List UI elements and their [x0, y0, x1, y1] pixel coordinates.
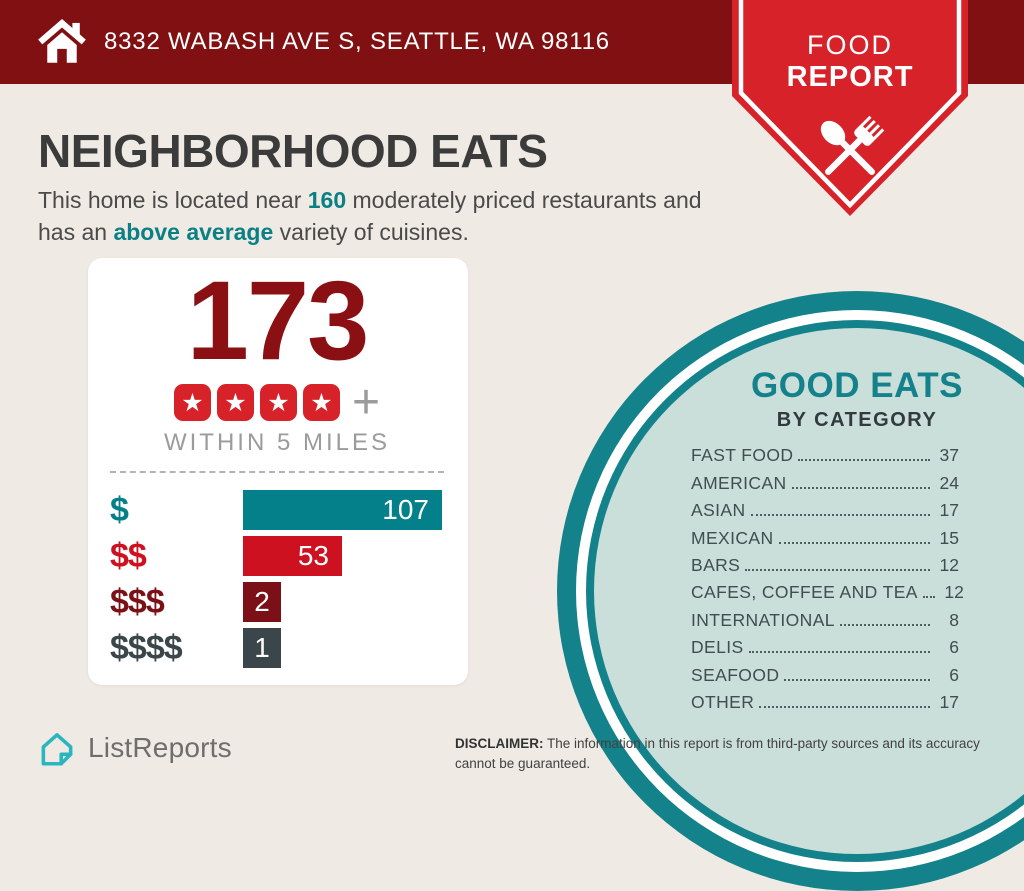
price-bar-chart: $107 $$ 53 $$$ 2 $$$$ 1	[110, 490, 444, 669]
good-eats-circle-interior	[594, 328, 1024, 854]
price-tier-row: $$$$ 1	[110, 628, 444, 669]
category-label: BARS	[691, 554, 741, 575]
total-restaurants-count: 173	[186, 258, 370, 383]
category-value: 15	[939, 527, 959, 548]
intro-text: This home is located near 160 moderately…	[38, 185, 702, 248]
category-value: 17	[939, 691, 959, 712]
category-row: FAST FOOD 37	[691, 442, 959, 469]
category-value: 12	[944, 582, 964, 603]
dotted-leader	[748, 651, 930, 654]
category-row: BARS 12	[691, 552, 959, 579]
bar-fill: 53	[243, 536, 342, 577]
bar-value: 53	[297, 540, 329, 572]
disclaimer-label: DISCLAIMER:	[455, 736, 544, 751]
price-tier-row: $$ 53	[110, 536, 444, 577]
star-icon: ★	[173, 384, 211, 422]
restaurant-count: 160	[307, 187, 347, 213]
disclaimer-body: The information in this report is from t…	[455, 736, 980, 771]
ribbon-line2: REPORT	[787, 61, 914, 93]
category-label: SEAFOOD	[691, 664, 780, 685]
good-eats-title: GOOD EATS	[751, 366, 963, 405]
category-value: 37	[939, 445, 959, 466]
category-label: FAST FOOD	[691, 445, 794, 466]
spoon-fork-icon	[820, 115, 885, 175]
ribbon-line1: FOOD	[807, 30, 893, 60]
category-row: ASIAN 17	[691, 497, 959, 524]
intro-line1-pre: This home is located near	[38, 187, 308, 213]
star-icon: ★	[216, 384, 254, 422]
category-label: DELIS	[691, 637, 744, 658]
intro-line2-pre: has an	[38, 218, 114, 245]
dotted-leader	[778, 541, 930, 544]
price-tier-row: $$$ 2	[110, 582, 444, 623]
price-tier-label: $$$	[110, 582, 165, 621]
category-row: INTERNATIONAL 8	[691, 606, 959, 633]
bar-track: 107	[243, 490, 444, 531]
category-list: FAST FOOD 37 AMERICAN 24 ASIAN 17 MEXICAN 15 BAR…	[691, 442, 964, 716]
home-icon	[38, 19, 86, 63]
bar-fill: 1	[243, 628, 281, 669]
category-row: OTHER 17	[691, 689, 959, 716]
listreports-logo-icon	[41, 733, 73, 766]
bar-track: 53	[243, 536, 444, 577]
category-value: 17	[939, 500, 959, 521]
bar-fill: 107	[243, 490, 442, 531]
good-eats-subtitle: BY CATEGORY	[776, 409, 938, 431]
restaurant-summary-card: 173 ★ ★ ★ ★ + WITHIN 5 MILES $107 $$ 53 $$$ 2 $$$…	[88, 258, 468, 685]
star-icon: ★	[259, 384, 297, 422]
price-tier-label: $	[110, 490, 129, 529]
category-value: 6	[949, 637, 959, 658]
property-address: 8332 WABASH AVE S, SEATTLE, WA 98116	[104, 28, 610, 55]
bar-value: 2	[254, 586, 270, 618]
intro-line2-post: variety of cuisines.	[273, 218, 469, 245]
listreports-wordmark: ListReports	[88, 732, 232, 763]
bar-track: 1	[243, 628, 444, 669]
star-icon: ★	[302, 384, 340, 422]
star-rating: ★ ★ ★ ★ +	[110, 375, 444, 429]
dotted-leader	[798, 459, 930, 462]
page-title: NEIGHBORHOOD EATS	[38, 125, 548, 177]
variety-highlight: above average	[113, 218, 274, 245]
disclaimer-text: DISCLAIMER: The information in this repo…	[455, 734, 1000, 773]
category-label: AMERICAN	[691, 472, 787, 493]
category-value: 6	[949, 664, 959, 685]
dotted-leader	[922, 596, 935, 599]
food-report-ribbon: FOOD REPORT	[732, 0, 968, 216]
bar-value: 107	[382, 494, 429, 526]
bar-fill: 2	[243, 582, 281, 623]
dotted-leader	[839, 623, 930, 626]
category-label: ASIAN	[691, 500, 746, 521]
category-label: CAFES, COFFEE AND TEA	[691, 582, 918, 603]
dotted-leader	[791, 486, 930, 489]
category-row: SEAFOOD 6	[691, 661, 959, 688]
bar-track: 2	[243, 582, 444, 623]
bar-value: 1	[254, 632, 270, 664]
good-eats-heading: GOOD EATS BY CATEGORY	[657, 366, 1024, 432]
category-label: INTERNATIONAL	[691, 609, 835, 630]
category-row: AMERICAN 24	[691, 469, 959, 496]
dotted-leader	[759, 705, 930, 708]
dotted-leader	[784, 678, 930, 681]
listreports-brand: ListReports	[36, 727, 232, 769]
price-tier-row: $107	[110, 490, 444, 531]
dotted-leader	[745, 568, 930, 571]
dotted-leader	[750, 514, 930, 517]
category-row: DELIS 6	[691, 634, 959, 661]
card-divider	[110, 471, 444, 474]
category-row: CAFES, COFFEE AND TEA 12	[691, 579, 964, 606]
category-value: 24	[939, 472, 959, 493]
intro-line1-post: moderately priced restaurants and	[346, 187, 702, 213]
plus-sign: +	[351, 375, 381, 429]
category-value: 12	[939, 554, 959, 575]
category-label: MEXICAN	[691, 527, 774, 548]
category-label: OTHER	[691, 691, 755, 712]
category-value: 8	[949, 609, 959, 630]
category-row: MEXICAN 15	[691, 524, 959, 551]
price-tier-label: $$	[110, 536, 147, 575]
price-tier-label: $$$$	[110, 628, 183, 667]
radius-caption: WITHIN 5 MILES	[163, 429, 391, 457]
